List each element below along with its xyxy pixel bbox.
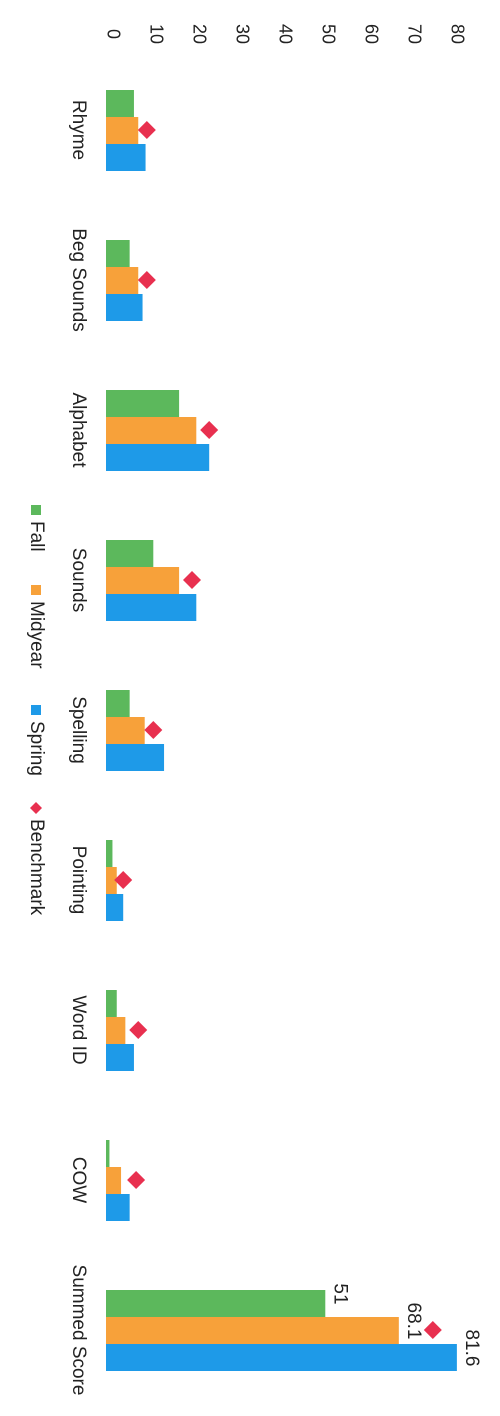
legend-label: Midyear bbox=[26, 601, 47, 669]
category-label: Sounds bbox=[68, 548, 89, 612]
benchmark-marker bbox=[137, 121, 156, 139]
data-label: 51 bbox=[329, 1283, 350, 1304]
category-label: Beg Sounds bbox=[68, 228, 89, 332]
legend-swatch-benchmark bbox=[30, 802, 42, 814]
category-label: Word ID bbox=[68, 995, 89, 1064]
legend: Fall Midyear Spring Benchmark bbox=[26, 505, 47, 916]
legend-label: Spring bbox=[26, 721, 47, 776]
bar-midyear bbox=[106, 117, 139, 144]
bar-fall bbox=[106, 390, 180, 417]
bar-spring bbox=[106, 594, 197, 621]
axis-tick-label: 0 bbox=[103, 29, 123, 39]
category-axis: Rhyme Beg Sounds Alphabet Sounds Spelling Poi… bbox=[68, 100, 89, 1396]
bar-spring bbox=[106, 894, 124, 921]
bar-spring bbox=[106, 1194, 130, 1221]
legend-items: Fall Midyear Spring Benchmark bbox=[26, 505, 47, 916]
benchmark-marker bbox=[144, 721, 163, 739]
axis-tick-label: 80 bbox=[447, 24, 467, 44]
bar-midyear bbox=[106, 717, 145, 744]
bar-spring bbox=[106, 1344, 457, 1371]
benchmark-marker bbox=[129, 1021, 148, 1039]
benchmark-marker bbox=[127, 1171, 146, 1189]
bar-midyear bbox=[106, 417, 197, 444]
bar-midyear bbox=[106, 267, 139, 294]
category-label: Rhyme bbox=[68, 100, 89, 160]
bar-midyear bbox=[106, 867, 117, 894]
benchmark-marker bbox=[423, 1321, 442, 1339]
benchmark-marker bbox=[114, 871, 133, 889]
benchmark-marker bbox=[183, 571, 201, 589]
legend-label: Benchmark bbox=[26, 819, 47, 916]
benchmark-marker bbox=[200, 421, 219, 439]
bar-spring bbox=[106, 744, 165, 771]
axis-tick-label: 20 bbox=[189, 24, 209, 44]
axis-tick-label: 50 bbox=[318, 24, 338, 44]
bar-fall bbox=[106, 690, 130, 717]
axis-tick-label: 40 bbox=[275, 24, 295, 44]
bar-fall bbox=[106, 840, 113, 867]
bar-spring bbox=[106, 444, 210, 471]
axis-tick-label: 30 bbox=[232, 24, 252, 44]
axis-tick-label: 60 bbox=[361, 24, 381, 44]
bar-midyear bbox=[106, 1167, 122, 1194]
bar-midyear bbox=[106, 1017, 126, 1044]
axis-tick-label: 10 bbox=[146, 24, 166, 44]
bar-fall bbox=[106, 1140, 110, 1167]
legend-swatch-midyear bbox=[31, 585, 41, 595]
bar-spring bbox=[106, 1044, 134, 1071]
data-label: 68.1 bbox=[403, 1303, 424, 1340]
axis-tick-label: 70 bbox=[404, 24, 424, 44]
legend-swatch-fall bbox=[31, 505, 41, 515]
bar-fall bbox=[106, 990, 117, 1017]
category-label: Pointing bbox=[68, 846, 89, 915]
value-axis: 0 10 20 30 40 50 60 70 80 bbox=[103, 24, 467, 44]
plot-area: 51 68.1 81.6 bbox=[106, 90, 482, 1371]
bar-spring bbox=[106, 294, 143, 321]
bar-fall bbox=[106, 90, 134, 117]
bar-fall bbox=[106, 240, 130, 267]
benchmark-marker bbox=[137, 271, 156, 289]
bar-fall bbox=[106, 540, 154, 567]
category-label: COW bbox=[68, 1157, 89, 1204]
legend-label: Fall bbox=[26, 521, 47, 552]
bar-fall bbox=[106, 1290, 326, 1317]
category-label: Summed Score bbox=[68, 1265, 89, 1396]
category-label: Spelling bbox=[68, 696, 89, 764]
category-label: Alphabet bbox=[68, 392, 89, 468]
bar-midyear bbox=[106, 1317, 399, 1344]
bar-midyear bbox=[106, 567, 180, 594]
bar-spring bbox=[106, 144, 146, 171]
data-label: 81.6 bbox=[461, 1330, 482, 1367]
legend-swatch-spring bbox=[31, 705, 41, 715]
